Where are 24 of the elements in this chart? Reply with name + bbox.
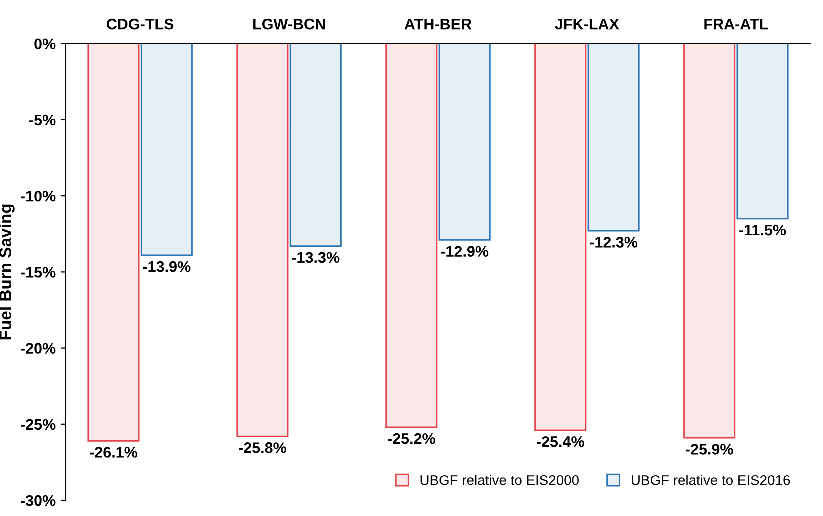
x-tick-label: FRA-ATL <box>704 19 768 30</box>
y-tick-label: -30% <box>21 495 56 506</box>
data-label: -25.8% <box>239 442 286 454</box>
y-tick-label: 0% <box>34 38 56 50</box>
y-tick-label: -5% <box>30 114 56 126</box>
y-tick-label: -25% <box>21 419 56 430</box>
legend-label: UBGF relative to EIS2000 <box>420 475 579 486</box>
data-label: -12.9% <box>441 246 489 257</box>
x-tick-label: ATH-BER <box>404 19 472 30</box>
x-tick-label: CDG-TLS <box>107 18 174 30</box>
x-tick-label: LGW-BCN <box>254 18 326 30</box>
data-label: -11.5% <box>740 224 786 236</box>
legend-label: UBGF relative to EIS2016 <box>632 475 790 486</box>
data-label: -25.2% <box>388 433 436 444</box>
data-label: -25.4% <box>537 436 584 448</box>
data-label: -12.3% <box>590 237 638 248</box>
y-tick-label: -20% <box>21 343 56 354</box>
data-label: -13.9% <box>143 261 191 272</box>
data-label: -25.9% <box>686 444 734 455</box>
y-tick-label: -10% <box>21 190 56 202</box>
data-label: -26.1% <box>90 447 138 458</box>
y-tick-label: -15% <box>21 267 56 278</box>
data-label: -13.3% <box>292 252 340 264</box>
x-tick-label: JFK-LAX <box>555 19 620 30</box>
